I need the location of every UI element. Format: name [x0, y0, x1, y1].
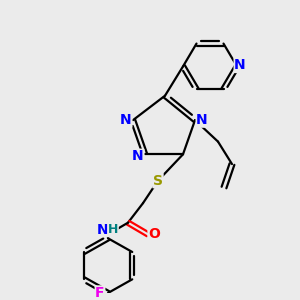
Text: N: N [120, 113, 132, 127]
Text: F: F [95, 286, 105, 300]
Text: N: N [132, 149, 144, 163]
Text: N: N [234, 58, 246, 72]
Text: S: S [153, 174, 163, 188]
Text: H: H [108, 223, 118, 236]
Text: O: O [148, 227, 160, 242]
Text: N: N [196, 113, 208, 127]
Text: N: N [97, 223, 109, 236]
